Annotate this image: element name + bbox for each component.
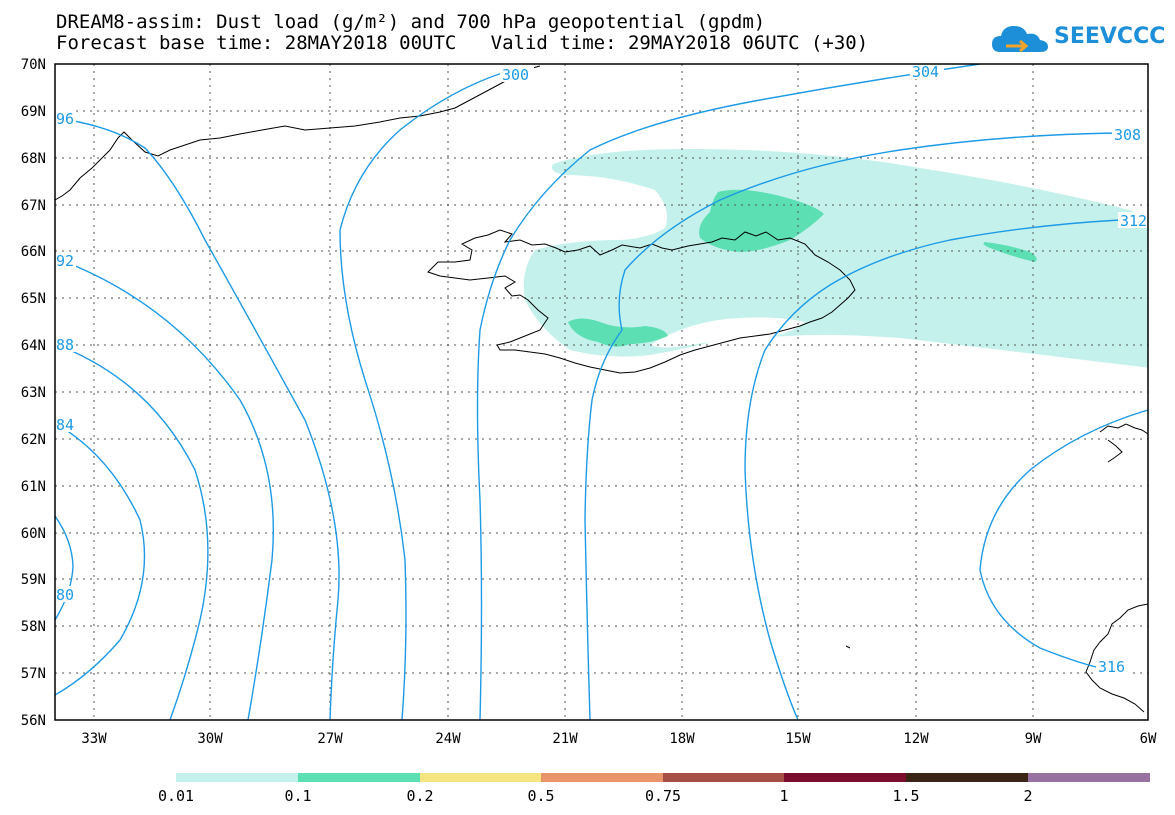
contour-label-80: 80 [56, 586, 74, 604]
scotland-coast [1085, 603, 1148, 713]
lat-label: 61N [21, 479, 46, 495]
graticule [55, 64, 1148, 720]
contour-312 [744, 219, 1121, 720]
colorbar-segment [663, 773, 784, 782]
colorbar-segment [784, 773, 906, 782]
contour-label-312: 312 [1120, 212, 1147, 230]
lat-label: 57N [21, 666, 46, 682]
colorbar-segment [420, 773, 541, 782]
contour-308 [584, 132, 1116, 720]
colorbar-label: 0.1 [284, 787, 312, 805]
dust-area-light [523, 148, 1148, 368]
shetland-coast [1099, 423, 1148, 463]
lat-label: 60N [21, 526, 46, 542]
lat-label: 68N [21, 151, 46, 167]
latitude-labels: 70N 69N 68N 67N 66N 65N 64N 63N 62N 61N … [21, 57, 46, 729]
contour-296 [55, 117, 340, 720]
contour-300 [339, 71, 506, 720]
geopotential-contours [55, 64, 1148, 720]
lon-label: 9W [1025, 731, 1042, 747]
contour-284 [55, 422, 146, 696]
coastlines [55, 65, 1148, 713]
colorbar-label: 1 [779, 787, 789, 805]
contour-label-96: 96 [56, 110, 74, 128]
logo-text: SEEVCCC [1054, 24, 1166, 49]
lat-label: 67N [21, 198, 46, 214]
contour-280 [55, 515, 74, 621]
map-subtitle: Forecast base time: 28MAY2018 00UTC Vali… [56, 32, 869, 54]
colorbar-label: 1.5 [892, 787, 920, 805]
colorbar-label: 0.5 [527, 787, 555, 805]
map-frame [54, 63, 1149, 721]
contour-label-84: 84 [56, 416, 74, 434]
dust-shading [523, 148, 1148, 368]
cloud-logo-icon [992, 26, 1048, 53]
contour-288 [55, 343, 209, 720]
lat-label: 56N [21, 713, 46, 729]
colorbar-segment [298, 773, 420, 782]
colorbar-label: 2 [1023, 787, 1033, 805]
lon-label: 21W [552, 731, 578, 747]
lon-label: 27W [317, 731, 343, 747]
contour-292 [55, 257, 275, 720]
greenland-coast [55, 65, 541, 201]
contour-label-88: 88 [56, 336, 74, 354]
lat-label: 63N [21, 385, 46, 401]
contour-label-304: 304 [912, 63, 939, 81]
lat-label: 64N [21, 338, 46, 354]
colorbar-label: 0.75 [644, 787, 682, 805]
lon-label: 30W [197, 731, 223, 747]
lat-label: 59N [21, 572, 46, 588]
colorbar-segment [1028, 773, 1150, 782]
lon-label: 12W [903, 731, 929, 747]
seevccc-logo [990, 18, 1160, 62]
lat-label: 62N [21, 432, 46, 448]
lon-label: 33W [81, 731, 107, 747]
colorbar-label: 0.2 [406, 787, 434, 805]
lat-label: 70N [21, 57, 46, 73]
dust-area-medium-south [568, 318, 668, 347]
lat-label: 58N [21, 619, 46, 635]
colorbar-label: 0.01 [157, 787, 195, 805]
colorbar-segment [176, 773, 298, 782]
contour-label-308: 308 [1114, 126, 1141, 144]
lon-label: 18W [669, 731, 695, 747]
contour-304 [476, 64, 981, 720]
dust-hole-white [650, 317, 805, 348]
contour-label-316: 316 [1098, 658, 1125, 676]
longitude-labels: 33W 30W 27W 24W 21W 18W 15W 12W 9W 6W [81, 731, 1157, 747]
dust-area-medium-east [983, 242, 1037, 262]
faroe-islands [845, 645, 851, 649]
contour-316 [979, 409, 1148, 669]
contour-labels: 96 92 88 84 80 300 304 308 312 316 [54, 63, 1148, 676]
lon-label: 6W [1140, 731, 1157, 747]
lon-label: 24W [435, 731, 461, 747]
lat-label: 66N [21, 244, 46, 260]
map-title: DREAM8-assim: Dust load (g/m²) and 700 h… [56, 11, 766, 33]
lon-label: 15W [785, 731, 811, 747]
dust-area-medium-north [699, 189, 824, 252]
lat-label: 69N [21, 104, 46, 120]
contour-label-300: 300 [502, 66, 529, 84]
iceland-coast [427, 229, 856, 374]
lat-label: 65N [21, 291, 46, 307]
colorbar [176, 773, 1150, 782]
colorbar-segment [541, 773, 663, 782]
contour-label-92: 92 [56, 252, 74, 270]
colorbar-segment [906, 773, 1028, 782]
